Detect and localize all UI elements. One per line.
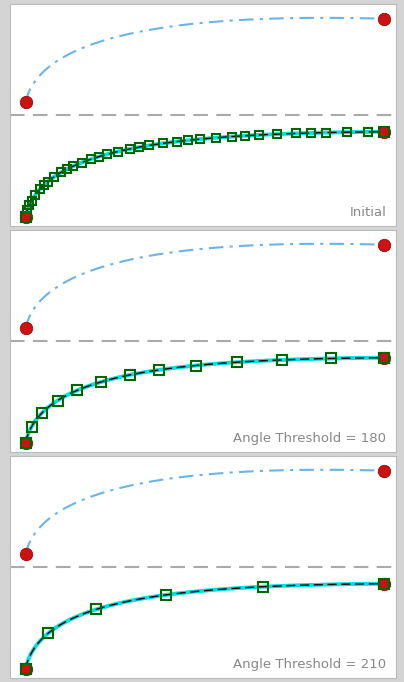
Text: Angle Threshold = 210: Angle Threshold = 210 — [233, 658, 386, 671]
Text: Angle Threshold = 180: Angle Threshold = 180 — [233, 432, 386, 445]
Text: Initial: Initial — [349, 207, 386, 220]
